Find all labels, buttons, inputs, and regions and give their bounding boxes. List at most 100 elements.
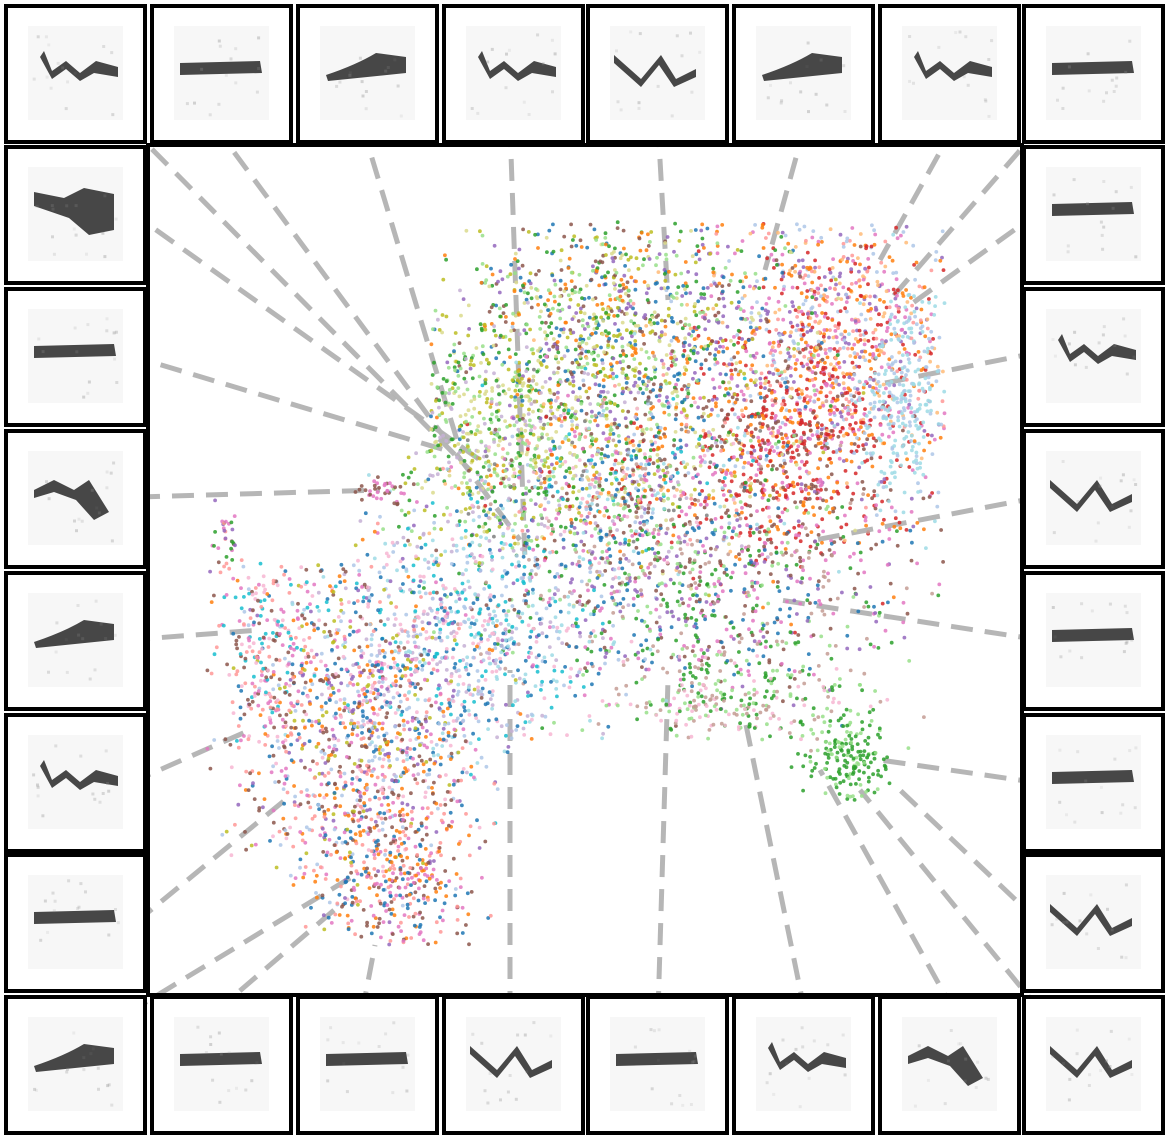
scatter-point [719, 408, 724, 412]
scatter-point [937, 335, 942, 340]
scatter-point [857, 427, 861, 432]
scatter-point [829, 460, 834, 465]
scatter-point [838, 309, 843, 313]
scatter-point [615, 425, 620, 430]
scatter-point [780, 420, 785, 425]
scatter-point [799, 361, 804, 366]
scatter-point [615, 220, 620, 225]
scatter-point [929, 351, 933, 356]
scatter-point [766, 231, 771, 236]
scatter-point [903, 315, 907, 320]
scatter-point [496, 443, 501, 448]
scatter-point [641, 427, 645, 432]
scatter-point [586, 349, 591, 354]
scatter-point [441, 277, 446, 282]
scatter-point [888, 426, 893, 431]
scatter-point [802, 442, 807, 447]
scatter-point [472, 406, 477, 411]
scatter-point [453, 382, 457, 386]
scatter-point [781, 317, 786, 322]
scatter-point [611, 432, 616, 436]
scatter-point [518, 461, 522, 466]
scatter-point [741, 345, 745, 350]
scatter-point [618, 332, 622, 337]
scatter-point [682, 372, 687, 376]
scatter-point [651, 405, 655, 409]
scatter-point [792, 525, 797, 530]
scatter-point [608, 432, 613, 437]
scatter-point [740, 413, 745, 417]
scatter-point [529, 385, 534, 390]
scatter-point [501, 463, 506, 468]
scatter-point [740, 239, 745, 243]
scatter-point [853, 337, 858, 341]
scatter-point [804, 238, 808, 243]
scatter-point [738, 360, 743, 365]
scatter-point [458, 414, 463, 419]
scatter-point [790, 450, 795, 455]
scatter-point [816, 579, 821, 584]
scatter-point [874, 344, 878, 349]
scatter-point [680, 400, 684, 405]
scatter-point [490, 386, 494, 390]
scatter-point [746, 414, 751, 419]
scatter-point [647, 531, 651, 536]
scatter-point [867, 384, 872, 389]
scatter-point [922, 285, 927, 290]
scatter-point [647, 462, 651, 466]
scatter-point [721, 645, 726, 650]
scatter-point [877, 312, 881, 317]
scatter-point [712, 394, 717, 399]
scatter-point [564, 504, 569, 509]
scatter-point [707, 399, 711, 403]
scatter-point [844, 417, 849, 422]
scatter-point [848, 566, 853, 571]
scatter-point [572, 444, 577, 449]
scatter-point [753, 479, 757, 483]
scatter-point [618, 541, 623, 546]
scatter-point [785, 443, 790, 448]
scatter-point [694, 520, 699, 525]
scatter-point [813, 311, 817, 315]
scatter-point [547, 325, 552, 329]
scatter-point [719, 515, 724, 520]
scatter-point [579, 351, 584, 356]
scatter-point [825, 651, 830, 656]
scatter-point [637, 236, 642, 241]
scatter-point [872, 415, 877, 420]
scatter-point [758, 318, 763, 323]
scatter-point [766, 463, 770, 468]
scatter-point [608, 401, 613, 405]
scatter-point [743, 340, 748, 345]
scatter-point [512, 289, 517, 294]
scatter-point [450, 437, 455, 442]
scatter-point [714, 404, 718, 409]
scatter-point [442, 512, 446, 517]
scatter-point [617, 382, 621, 387]
scatter-point [651, 350, 655, 355]
scatter-point [771, 485, 775, 490]
scatter-point [499, 481, 503, 486]
scatter-point [517, 373, 522, 377]
scatter-point [550, 273, 555, 278]
scatter-point [630, 534, 635, 538]
scatter-point [771, 426, 775, 430]
scatter-point [744, 349, 749, 354]
scatter-point [510, 546, 515, 550]
scatter-point [738, 500, 743, 504]
scatter-point [863, 407, 867, 411]
scatter-point [761, 507, 765, 512]
scatter-point [543, 337, 548, 341]
scatter-point [904, 288, 908, 292]
scatter-point [803, 346, 808, 351]
scatter-point [704, 600, 709, 604]
scatter-point [452, 443, 457, 448]
scatter-point [638, 424, 643, 429]
scatter-point [847, 400, 852, 404]
scatter-point [643, 382, 647, 387]
scatter-point [690, 427, 695, 432]
scatter-point [622, 553, 626, 557]
scatter-point [512, 423, 517, 428]
scatter-point [558, 294, 562, 299]
scatter-point [685, 462, 690, 467]
